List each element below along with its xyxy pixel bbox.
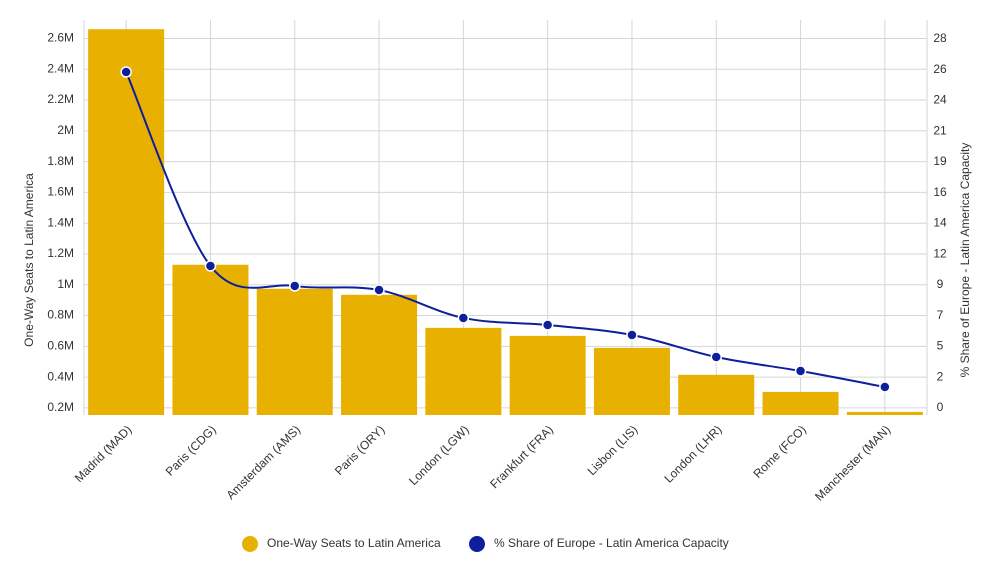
y-axis-title: One-Way Seats to Latin America — [22, 173, 36, 347]
bar — [509, 335, 586, 415]
y-tick-label: 2M — [57, 123, 74, 137]
y2-tick-label: 12 — [933, 246, 947, 260]
y2-tick-label: 28 — [933, 31, 947, 45]
line-point — [289, 280, 301, 292]
bar — [593, 347, 670, 415]
y2-tick-label: 24 — [933, 93, 947, 107]
y2-tick-label: 21 — [933, 123, 947, 137]
y-tick-label: 2.4M — [47, 61, 74, 75]
y2-axis-title: % Share of Europe - Latin America Capaci… — [958, 143, 972, 378]
line — [125, 71, 886, 388]
bar — [678, 374, 755, 415]
y2-tick-label: 16 — [933, 185, 947, 199]
x-tick-label: Rome (FCO) — [750, 422, 808, 480]
line-point — [120, 66, 132, 78]
bar — [846, 411, 923, 415]
line-point — [710, 351, 722, 363]
y2-tick-label: 14 — [933, 216, 947, 230]
y2-tick-label: 19 — [933, 154, 947, 168]
line-point — [794, 365, 807, 377]
x-tick-label: Amsterdam (AMS) — [223, 422, 303, 502]
x-tick-label: Paris (CDG) — [163, 422, 219, 478]
bar — [256, 288, 333, 415]
line-point — [373, 284, 385, 296]
y-tick-label: 1.8M — [47, 154, 74, 168]
y2-tick-label: 26 — [933, 62, 947, 76]
bar — [88, 29, 165, 415]
y2-tick-label: 0 — [937, 400, 944, 414]
x-tick-label: London (LHR) — [661, 422, 724, 485]
line-point — [457, 312, 470, 324]
y-tick-label: 1M — [57, 277, 74, 291]
line-point — [541, 319, 554, 331]
bar — [425, 327, 502, 415]
line-point — [204, 260, 217, 272]
legend-marker — [469, 536, 485, 552]
y-tick-label: 1.6M — [47, 185, 74, 199]
line-point — [626, 329, 638, 341]
y-tick-label: 1.2M — [47, 246, 74, 260]
y-tick-label: 2.2M — [47, 92, 74, 106]
line-point — [879, 381, 891, 393]
x-tick-label: London (LGW) — [406, 422, 472, 488]
y-tick-label: 0.6M — [47, 339, 74, 353]
bar — [172, 264, 249, 415]
x-tick-label: Frankfurt (FRA) — [487, 422, 556, 491]
bar — [762, 391, 839, 415]
y2-tick-label: 5 — [937, 339, 944, 353]
x-tick-label: Madrid (MAD) — [72, 422, 135, 485]
y-tick-label: 1.4M — [47, 215, 74, 229]
y2-tick-label: 9 — [937, 277, 944, 291]
legend-label: % Share of Europe - Latin America Capaci… — [494, 536, 729, 550]
y-tick-label: 0.4M — [47, 369, 74, 383]
y-tick-label: 0.8M — [47, 308, 74, 322]
y-tick-label: 0.2M — [47, 400, 74, 414]
bar — [341, 294, 418, 415]
y2-tick-label: 7 — [937, 308, 944, 322]
x-tick-label: Paris (ORY) — [332, 422, 387, 477]
legend-label: One-Way Seats to Latin America — [267, 536, 441, 550]
y2-tick-label: 2 — [937, 369, 944, 383]
y-tick-label: 2.6M — [47, 31, 74, 45]
x-tick-label: Lisbon (LIS) — [585, 422, 641, 478]
legend-marker — [242, 536, 258, 552]
x-tick-label: Manchester (MAN) — [812, 422, 893, 503]
